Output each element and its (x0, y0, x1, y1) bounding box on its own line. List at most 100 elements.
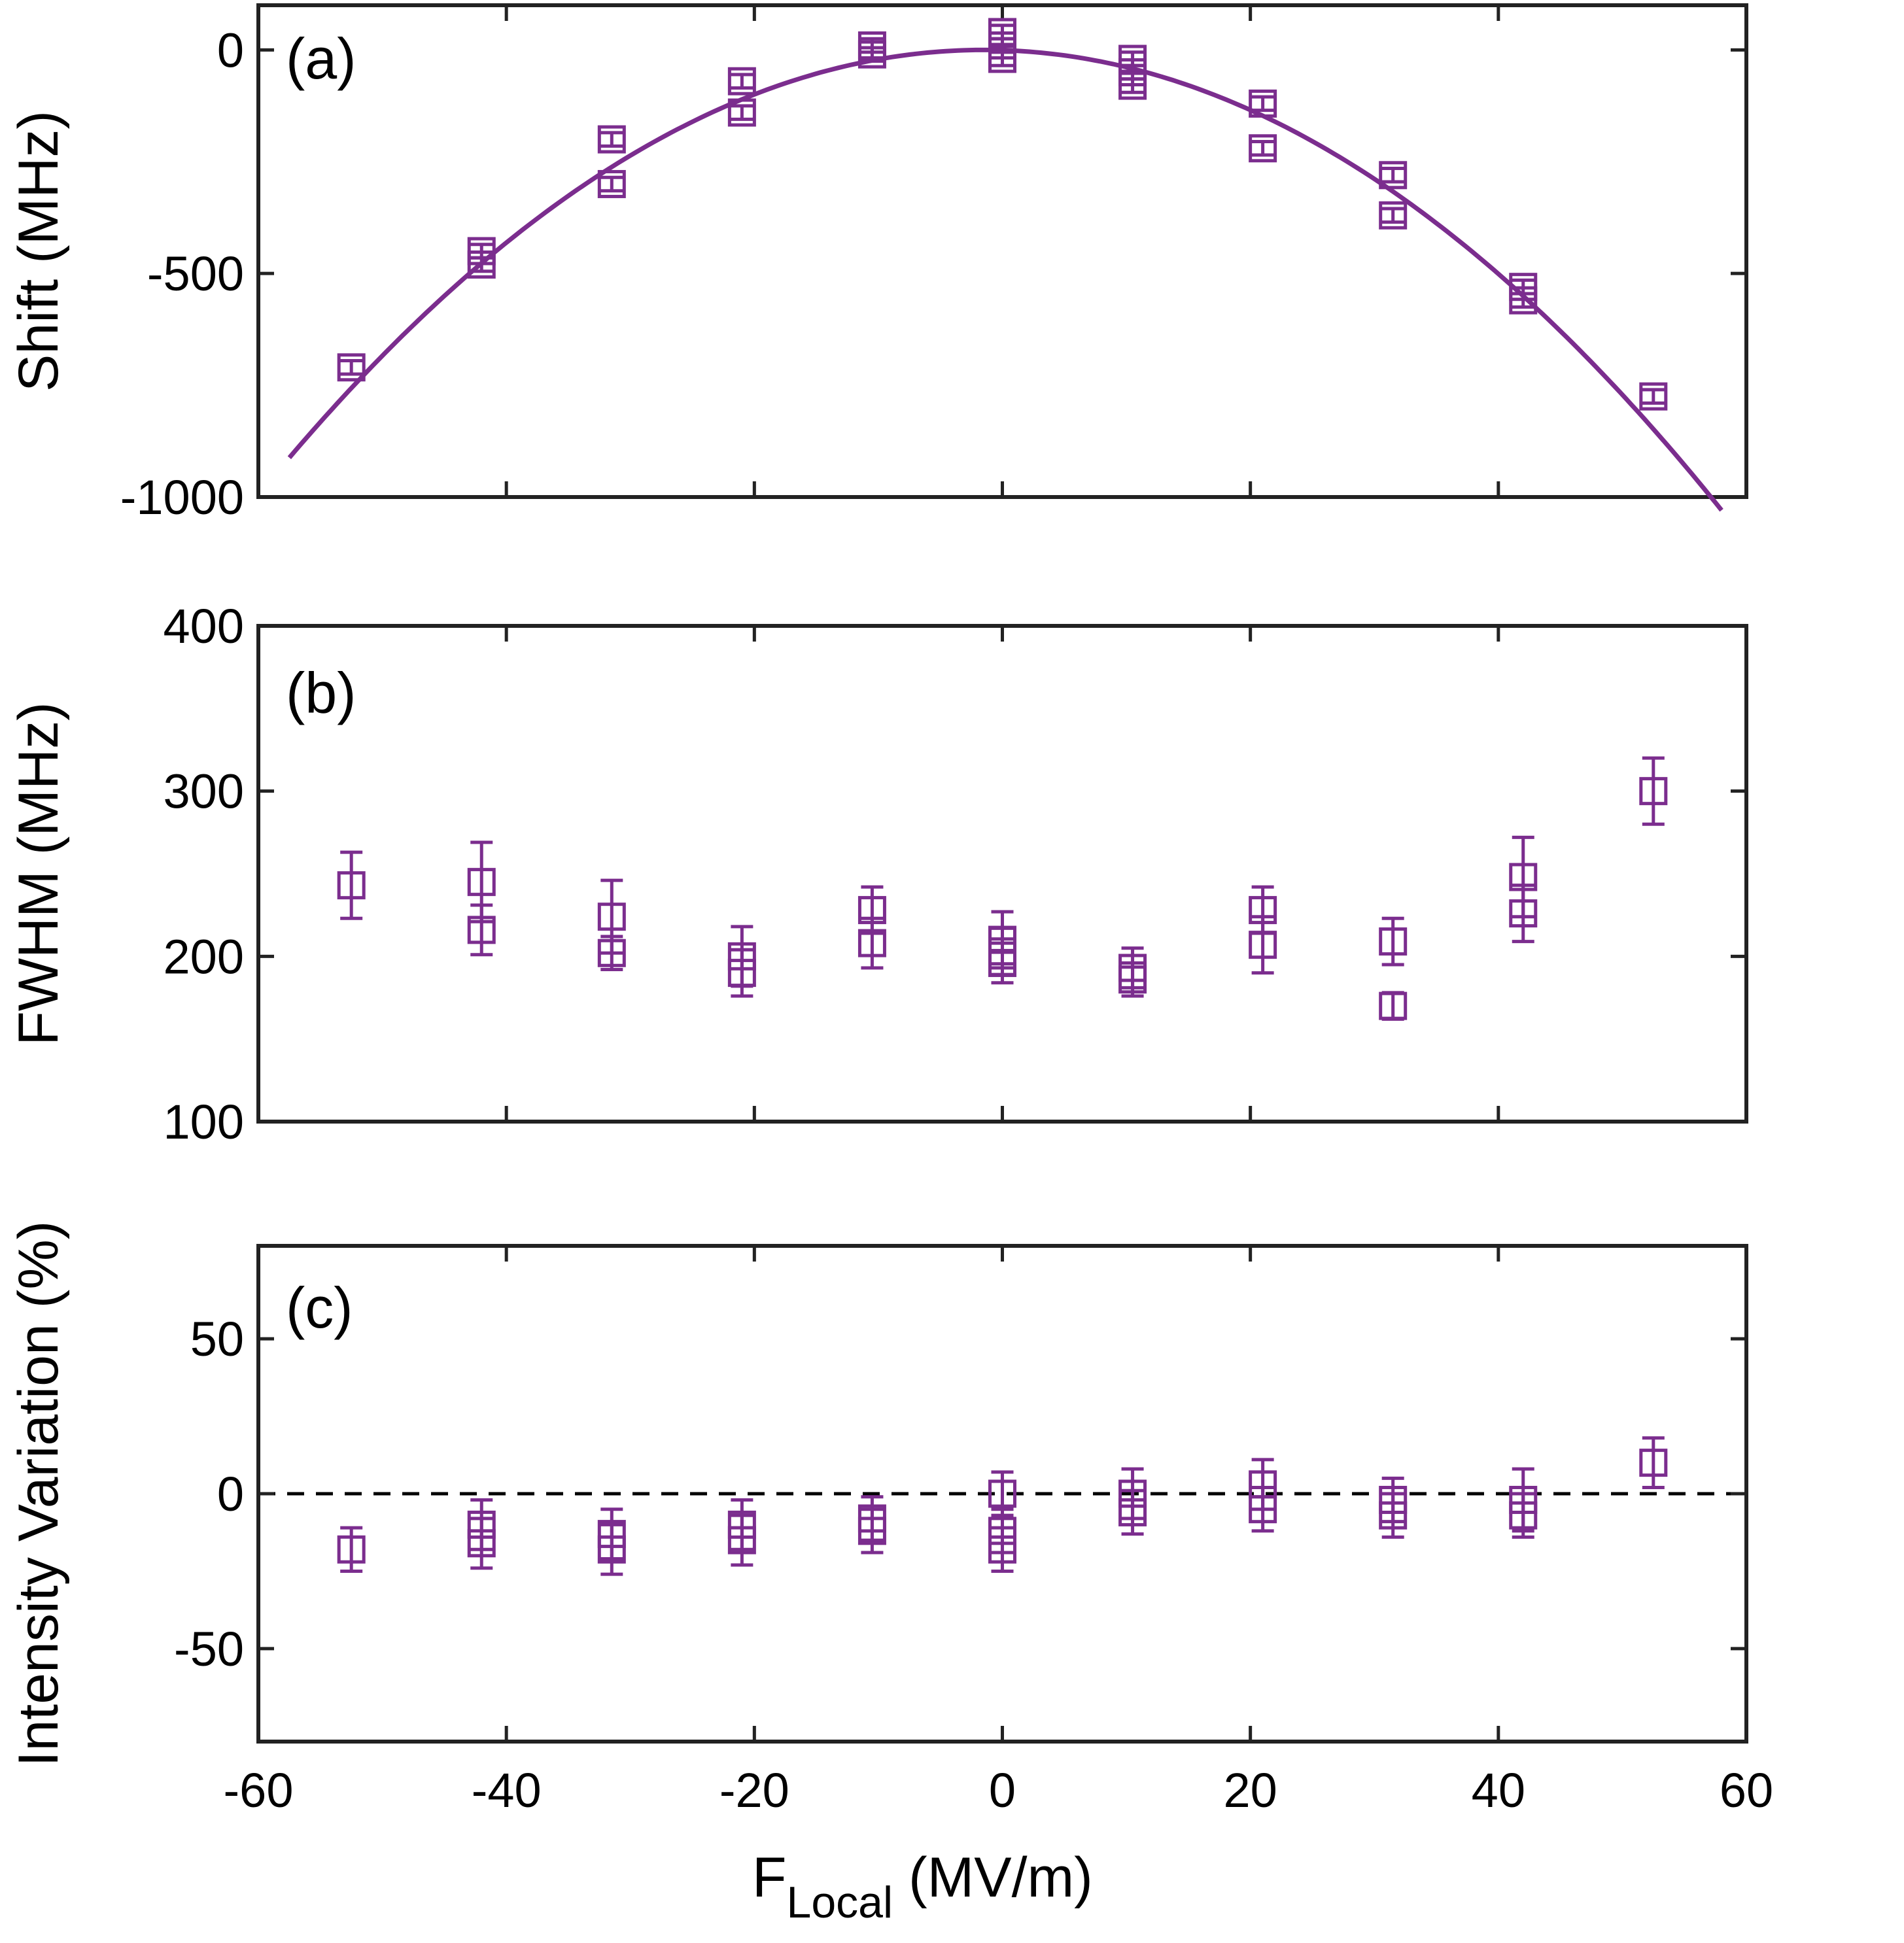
square-marker (467, 250, 496, 279)
data-point (1249, 89, 1277, 118)
data-point (1509, 1492, 1538, 1539)
y-tick-label: 400 (164, 599, 244, 653)
data-point (727, 98, 756, 127)
square-marker (1639, 777, 1668, 806)
square-marker (857, 1517, 886, 1545)
data-point (1379, 201, 1408, 230)
y-tick-label: 0 (217, 23, 244, 77)
data-point (1379, 991, 1408, 1021)
square-marker (727, 959, 756, 988)
data-point (857, 916, 886, 970)
square-marker (337, 353, 366, 382)
data-point (1249, 915, 1277, 975)
y-tick-label: 50 (190, 1312, 244, 1366)
square-marker (1249, 134, 1277, 163)
square-marker (597, 169, 626, 198)
panel-a: -1000 -500 0 Shift (MHz) (a) (7, 3, 1748, 524)
x-tick-label: 40 (1472, 1763, 1525, 1817)
square-marker (597, 938, 626, 967)
x-tick-label: -40 (472, 1763, 542, 1817)
x-axis-title: FLocal (MV/m) (752, 1846, 1093, 1927)
square-marker (337, 1535, 366, 1564)
square-marker (1379, 1501, 1408, 1530)
square-marker (597, 1535, 626, 1564)
data-point (857, 1507, 886, 1555)
square-marker (988, 1479, 1016, 1508)
data-point (988, 44, 1016, 73)
y-tick-label: 200 (164, 929, 244, 984)
data-point (727, 67, 756, 95)
data-point (597, 935, 626, 972)
square-marker (1639, 1449, 1668, 1477)
y-tick-label: -50 (174, 1622, 244, 1676)
data-point (467, 903, 496, 957)
square-marker (1118, 71, 1147, 100)
data-point (1639, 382, 1668, 411)
data-point (1118, 71, 1147, 100)
y-tick-label: -500 (147, 247, 244, 301)
square-marker (988, 1535, 1016, 1564)
data-point (1509, 286, 1538, 315)
square-marker (467, 868, 496, 897)
data-point (597, 125, 626, 154)
square-marker (1249, 1495, 1277, 1524)
panel-c: -60 -40 -20 0 20 40 60 -50 0 50 Intensity Variatio… (7, 1221, 1773, 1817)
data-point (857, 31, 886, 60)
data-point (1639, 1436, 1668, 1490)
square-marker (1509, 899, 1538, 928)
panel-b: 100 200 300 400 FWHM (MHz) (b) (7, 599, 1748, 1149)
data-point (597, 169, 626, 198)
x-tick-label: -20 (719, 1763, 789, 1817)
square-marker (1249, 89, 1277, 118)
square-marker (727, 98, 756, 127)
square-marker (467, 916, 496, 944)
square-marker (1379, 201, 1408, 230)
panel-label: (b) (286, 661, 356, 725)
y-tick-label: -1000 (120, 470, 244, 524)
y-tick-label: 300 (164, 765, 244, 819)
y-tick-label: 100 (164, 1095, 244, 1149)
data-point (1118, 1488, 1147, 1536)
data-point (727, 1513, 756, 1567)
data-point (1249, 134, 1277, 163)
data-point (467, 1517, 496, 1570)
data-point (1379, 1492, 1408, 1539)
square-marker (1118, 1498, 1147, 1526)
y-axis-title: Intensity Variation (%) (7, 1221, 70, 1767)
y-axis-title: Shift (MHz) (7, 111, 70, 392)
square-marker (857, 31, 886, 60)
x-tick-label: 20 (1224, 1763, 1277, 1817)
square-marker (1118, 965, 1147, 994)
y-axis-title: FWHM (MHz) (7, 702, 70, 1045)
x-axis-title-units: (MV/m) (893, 1846, 1093, 1909)
square-marker (1379, 161, 1408, 190)
data-point (988, 1526, 1016, 1573)
square-marker (988, 44, 1016, 73)
square-marker (1249, 931, 1277, 959)
x-tick-label: 0 (989, 1763, 1016, 1817)
data-point (1379, 916, 1408, 967)
data-point (467, 250, 496, 279)
square-marker (727, 1526, 756, 1555)
x-tick-label: -60 (224, 1763, 294, 1817)
square-marker (467, 1529, 496, 1558)
data-point (1118, 961, 1147, 998)
square-marker (1639, 382, 1668, 411)
x-axis-title-main: F (752, 1846, 787, 1909)
data-point (1639, 756, 1668, 826)
fit-curve (287, 47, 1723, 512)
square-marker (337, 871, 366, 900)
data-point (1249, 1486, 1277, 1533)
square-marker (597, 903, 626, 931)
square-marker (1379, 927, 1408, 956)
square-marker (1509, 1501, 1538, 1530)
square-marker (597, 125, 626, 154)
panel-label: (a) (286, 26, 356, 91)
data-point (988, 941, 1016, 985)
x-tick-label: 60 (1720, 1763, 1773, 1817)
square-marker (857, 929, 886, 957)
data-point (1509, 884, 1538, 944)
data-point (337, 353, 366, 382)
